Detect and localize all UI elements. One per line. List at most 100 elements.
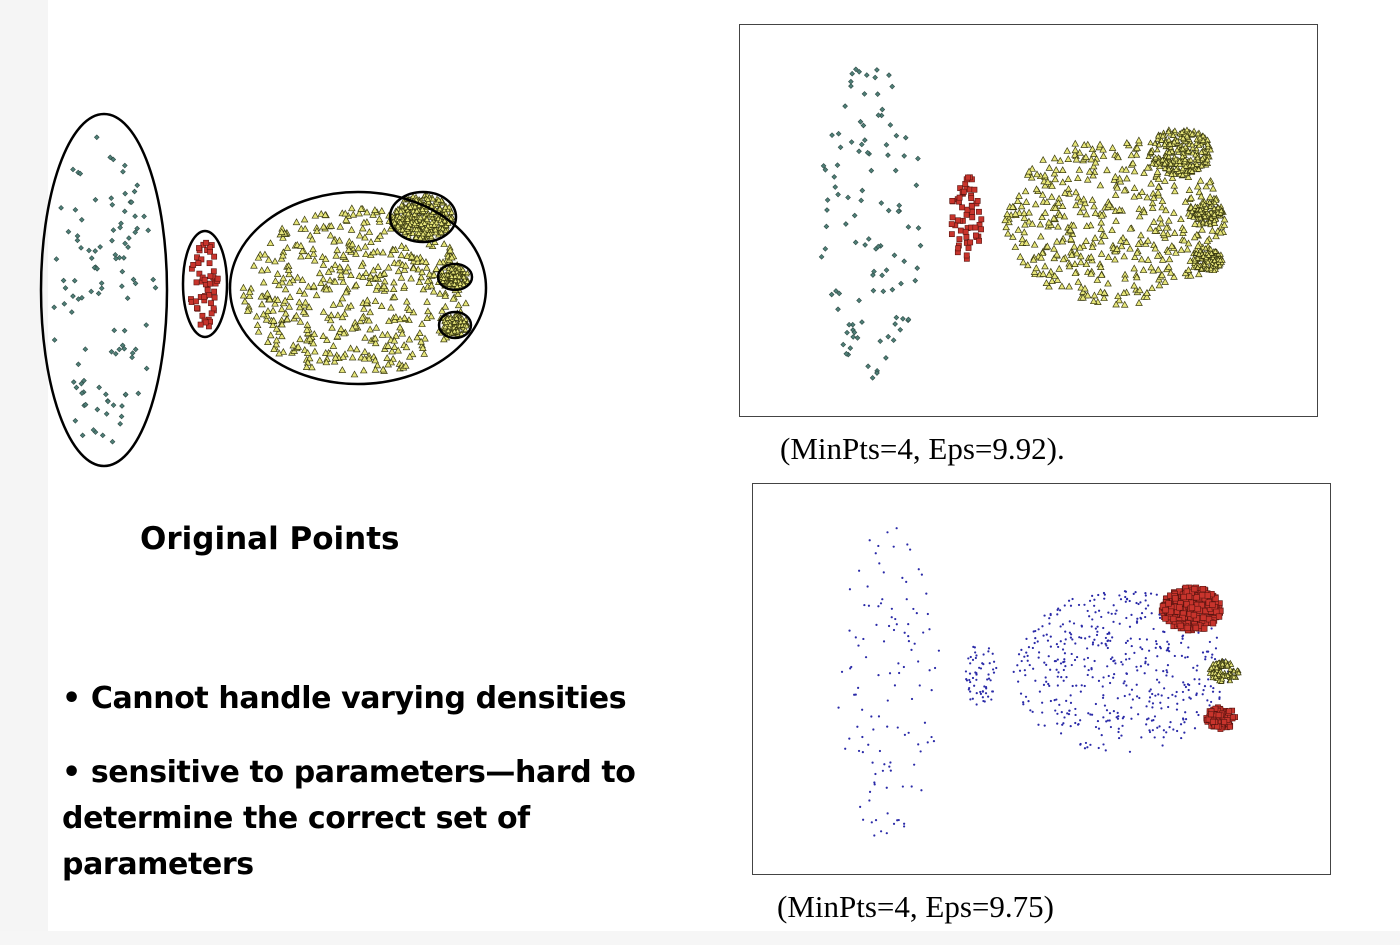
- yellow-triangle-point: [1170, 208, 1178, 216]
- yellow-triangle-point: [411, 203, 419, 210]
- yellow-triangle-point: [417, 221, 425, 227]
- blue-dot-point: [1218, 690, 1221, 693]
- yellow-triangle-point: [1220, 220, 1229, 228]
- yellow-triangle-point: [1168, 174, 1177, 181]
- yellow-triangle-point: [1153, 168, 1162, 175]
- yellow-triangle-point: [283, 315, 292, 323]
- teal-diamond-point: [859, 319, 865, 325]
- teal-diamond-point: [111, 327, 118, 334]
- blue-dot-point: [1155, 593, 1158, 596]
- teal-diamond-point: [53, 256, 60, 262]
- teal-diamond-point: [71, 277, 78, 284]
- blue-dot-point: [901, 576, 904, 579]
- yellow-triangle-point: [1036, 232, 1045, 240]
- blue-dot-point: [1100, 642, 1103, 645]
- yellow-triangle-point: [424, 196, 432, 202]
- blue-dot-point: [983, 685, 986, 688]
- teal-diamond-point: [891, 252, 898, 259]
- blue-dot-point: [1180, 736, 1183, 740]
- yellow-triangle-point: [435, 196, 442, 203]
- blue-dot-point: [1041, 701, 1044, 704]
- red-square-point: [1199, 585, 1206, 593]
- yellow-triangle-point: [264, 255, 273, 263]
- yellow-triangle-point: [1207, 203, 1214, 209]
- yellow-triangle-point: [254, 327, 263, 335]
- yellow-triangle-point: [278, 332, 286, 340]
- yellow-triangle-point: [1148, 284, 1156, 292]
- yellow-triangle-point: [305, 303, 313, 311]
- yellow-triangle-point: [1140, 169, 1148, 176]
- blue-dot-point: [1083, 658, 1086, 661]
- yellow-triangle-point: [1072, 201, 1080, 209]
- blue-dot-point: [1070, 652, 1073, 656]
- blue-dot-point: [1214, 647, 1218, 650]
- blue-dot-point: [1180, 654, 1184, 657]
- blue-dot-point: [1160, 707, 1163, 710]
- yellow-triangle-point: [323, 336, 331, 343]
- yellow-triangle-point: [1183, 132, 1191, 139]
- yellow-triangle-point: [266, 331, 275, 339]
- blue-dot-point: [1133, 651, 1136, 654]
- blue-dot-point: [917, 660, 920, 663]
- yellow-triangle-point: [1054, 222, 1062, 230]
- yellow-triangle-point: [330, 357, 339, 365]
- red-square-point: [197, 321, 204, 328]
- yellow-triangle-point: [411, 220, 418, 227]
- blue-dot-point: [1138, 637, 1141, 641]
- yellow-triangle-point: [1198, 225, 1206, 233]
- blue-dot-point: [1091, 594, 1094, 597]
- yellow-triangle-point: [423, 225, 430, 232]
- red-square-point: [1221, 719, 1228, 725]
- yellow-triangle-point: [390, 293, 399, 300]
- yellow-triangle-point: [454, 290, 462, 297]
- yellow-triangle-point: [326, 349, 335, 357]
- blue-dot-point: [1198, 678, 1201, 681]
- blue-dot-point: [915, 612, 918, 615]
- blue-dot-point: [1083, 684, 1086, 688]
- yellow-triangle-point: [1120, 289, 1128, 296]
- yellow-triangle-point: [1235, 669, 1242, 676]
- yellow-triangle-point: [1077, 258, 1085, 266]
- yellow-triangle-point: [1031, 200, 1040, 208]
- teal-diamond-point: [145, 227, 152, 234]
- blue-dot-point: [873, 781, 876, 784]
- blue-dot-point: [1069, 636, 1072, 639]
- yellow-triangle-point: [1154, 182, 1163, 190]
- blue-dot-point: [920, 573, 923, 576]
- blue-dot-point: [1151, 702, 1155, 705]
- yellow-triangle-point: [1177, 215, 1185, 223]
- yellow-triangle-point: [417, 337, 425, 345]
- blue-dot-point: [1115, 716, 1118, 719]
- blue-dot-point: [1109, 725, 1113, 729]
- blue-dot-point: [1060, 711, 1063, 714]
- original-points-plot: [39, 112, 488, 468]
- blue-dot-point: [1016, 664, 1019, 667]
- blue-dot-point: [872, 728, 875, 731]
- yellow-triangle-point: [1199, 219, 1206, 225]
- blue-dot-point: [867, 743, 870, 746]
- blue-dot-point: [1166, 671, 1169, 674]
- yellow-triangle-point: [1192, 151, 1199, 158]
- teal-diamond-point: [840, 341, 847, 348]
- blue-dot-point: [1144, 592, 1147, 595]
- yellow-triangle-point: [360, 218, 368, 226]
- blue-dot-point: [1123, 694, 1126, 698]
- blue-dot-point: [1022, 701, 1025, 704]
- yellow-triangle-point: [397, 242, 406, 249]
- teal-diamond-point: [845, 194, 851, 201]
- yellow-triangle-point: [1219, 676, 1226, 682]
- teal-diamond-point: [129, 354, 135, 361]
- yellow-triangle-point: [1171, 187, 1179, 195]
- red-square-point: [1170, 615, 1177, 623]
- yellow-triangle-point: [1180, 236, 1189, 244]
- yellow-triangle-point: [1195, 270, 1203, 278]
- yellow-triangle-point: [1207, 146, 1214, 153]
- yellow-triangle-point: [419, 344, 427, 351]
- yellow-triangle-point: [1097, 218, 1106, 226]
- blue-dot-point: [1058, 609, 1062, 612]
- yellow-triangle-point: [369, 266, 378, 274]
- yellow-triangle-point: [1020, 228, 1029, 236]
- blue-dot-point: [864, 656, 868, 659]
- yellow-triangle-point: [1211, 205, 1218, 211]
- yellow-triangle-point: [1149, 193, 1158, 201]
